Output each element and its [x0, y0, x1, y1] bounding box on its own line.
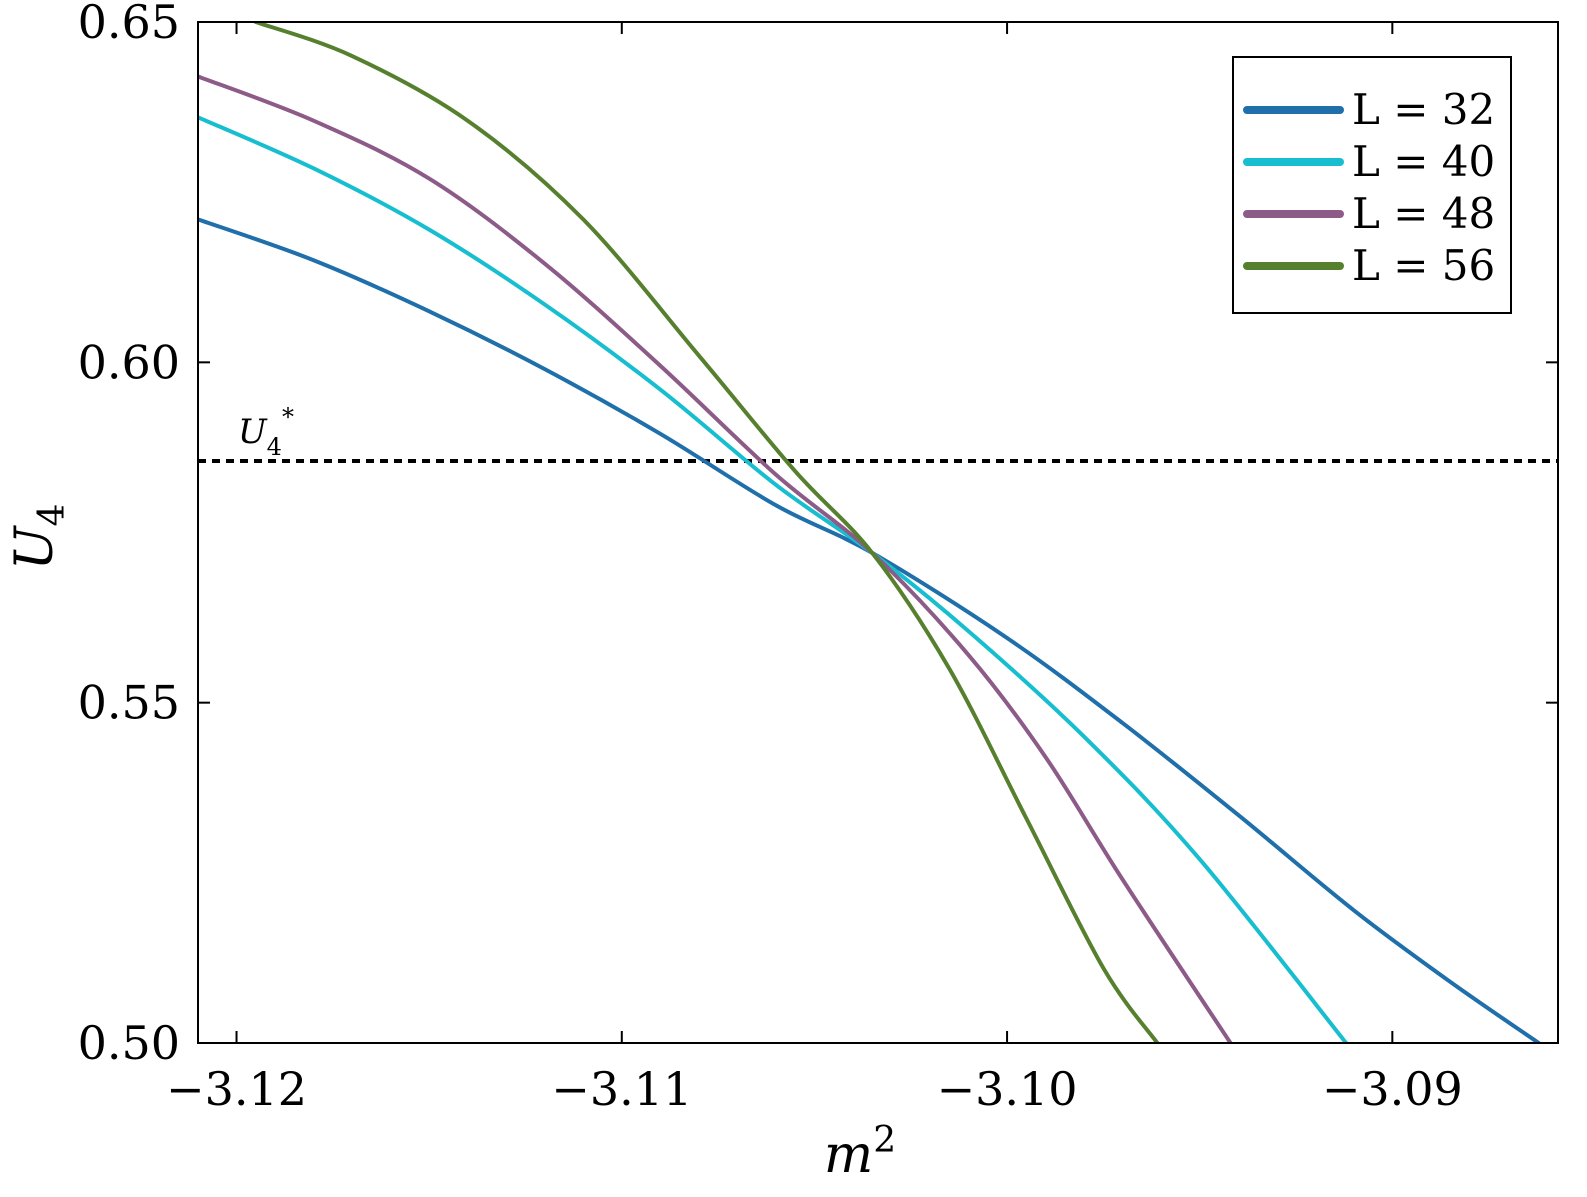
x-axis-label: m2 — [824, 1120, 896, 1185]
reference-label-base: U — [238, 412, 268, 452]
x-axis-label-superscript: 2 — [873, 1120, 896, 1161]
series-line-3 — [253, 22, 1160, 1043]
legend-label-0: L = 32 — [1352, 85, 1495, 134]
legend-label-3: L = 56 — [1352, 241, 1495, 290]
y-axis-label-base: U — [5, 524, 65, 570]
reference-label-superscript: * — [282, 403, 294, 431]
legend: L = 32L = 40L = 48L = 56 — [1232, 56, 1512, 314]
y-axis-label: U4 — [5, 504, 73, 571]
series-line-1 — [198, 115, 1349, 1043]
x-tick-label-0: −3.12 — [166, 1062, 307, 1116]
y-axis-label-subscript: 4 — [32, 504, 73, 527]
series-line-2 — [198, 74, 1233, 1043]
plot-frame — [197, 21, 1559, 1044]
legend-box — [1232, 56, 1512, 314]
y-tick-label-1: 0.55 — [78, 676, 180, 730]
x-axis-label-base: m — [824, 1125, 873, 1185]
legend-label-2: L = 48 — [1352, 189, 1495, 238]
y-tick-label-3: 0.65 — [78, 0, 180, 49]
svg-text:U4: U4 — [5, 504, 73, 571]
x-tick-label-2: −3.10 — [937, 1062, 1078, 1116]
x-tick-label-3: −3.09 — [1322, 1062, 1463, 1116]
reference-line-label: U4* — [238, 403, 294, 461]
reference-label-subscript: 4 — [267, 433, 282, 461]
legend-label-1: L = 40 — [1352, 137, 1495, 186]
y-tick-label-2: 0.60 — [78, 335, 180, 389]
tick-layer: −3.12 −3.11 −3.10 −3.09 0.50 0.55 0.60 0.65 — [78, 0, 1558, 1116]
x-tick-label-1: −3.11 — [551, 1062, 692, 1116]
y-tick-label-0: 0.50 — [78, 1016, 180, 1070]
series-layer — [198, 22, 1541, 1043]
